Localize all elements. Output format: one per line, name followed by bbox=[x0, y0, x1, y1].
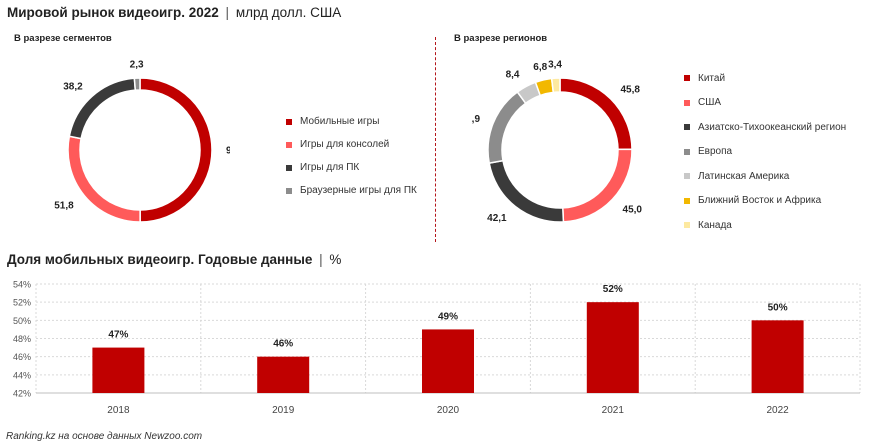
y-tick-label: 46% bbox=[13, 352, 31, 362]
legend-swatch bbox=[684, 124, 690, 131]
bar-2019 bbox=[257, 356, 310, 393]
mobile-share-bar-chart: 42% 44% 46% 48% 50% 52% 54% 47% 2018 46% 2019 49% 20… bbox=[13, 280, 861, 416]
bar-value-label: 47% bbox=[108, 330, 128, 341]
page-title-separator: | bbox=[225, 5, 230, 20]
x-tick-label: 2020 bbox=[437, 405, 460, 416]
legend-item-китай: Китай bbox=[684, 66, 846, 91]
slice-label-канада: 3,4 bbox=[548, 60, 562, 71]
segments-subtitle: В разрезе сегментов bbox=[14, 33, 112, 44]
legend-label: Ближний Восток и Африка bbox=[698, 195, 822, 207]
slice-label-европа: 32,9 bbox=[472, 114, 480, 125]
legend-item-сша: США bbox=[684, 91, 846, 116]
legend-swatch bbox=[286, 164, 292, 171]
legend-swatch bbox=[684, 99, 690, 106]
slice-label-латинская-америка: 8,4 bbox=[506, 70, 520, 81]
slice-label-игры-для-консолей: 51,8 bbox=[54, 200, 74, 211]
regions-subtitle: В разрезе регионов bbox=[454, 33, 548, 44]
segments-donut-chart: 92,2 51,8 38,2 2,3 bbox=[54, 60, 230, 223]
bar-value-label: 50% bbox=[768, 302, 788, 313]
legend-label: Канада bbox=[698, 219, 732, 231]
legend-swatch bbox=[286, 118, 292, 125]
slice-европа bbox=[487, 90, 527, 165]
legend-swatch bbox=[684, 173, 690, 180]
slice-браузерные-игры-для-пк bbox=[133, 77, 141, 91]
source-note: Ranking.kz на основе данных Newzoo.com bbox=[6, 431, 203, 442]
legend-swatch bbox=[684, 148, 690, 155]
legend-item-латинская-америка: Латинская Америка bbox=[684, 164, 846, 189]
legend-swatch bbox=[286, 141, 292, 148]
slice-игры-для-консолей bbox=[67, 135, 141, 223]
y-tick-label: 44% bbox=[13, 370, 31, 380]
y-tick-label: 54% bbox=[13, 280, 31, 290]
bar-section-title-unit: % bbox=[329, 252, 342, 267]
legend-label: Мобильные игры bbox=[300, 116, 380, 127]
legend-item-мобильные-игры: Мобильные игры bbox=[286, 110, 417, 133]
legend-swatch bbox=[684, 222, 690, 229]
legend-item-европа: Европа bbox=[684, 140, 846, 165]
slice-мобильные-игры bbox=[139, 77, 213, 223]
bar-2018 bbox=[92, 347, 145, 393]
section-divider bbox=[435, 37, 436, 242]
slice-label-сша: 45,0 bbox=[623, 205, 643, 216]
legend-label: Азиатско-Тихоокеанский регион bbox=[698, 121, 847, 133]
slice-label-игры-для-пк: 38,2 bbox=[63, 81, 83, 92]
legend-label: Китай bbox=[698, 72, 726, 84]
legend-label: Европа bbox=[698, 146, 733, 158]
legend-item-азиатско-тихоокеанский-регион: Азиатско-Тихоокеанский регион bbox=[684, 115, 846, 140]
bar-2020 bbox=[422, 329, 474, 393]
page-title-unit: млрд долл. США bbox=[235, 5, 342, 20]
legend-swatch bbox=[286, 187, 292, 194]
bar-2022 bbox=[751, 320, 804, 393]
page-title-main: Мировой рынок видеоигр. 2022 bbox=[7, 5, 219, 20]
x-tick-label: 2022 bbox=[766, 405, 789, 416]
legend-swatch bbox=[684, 75, 690, 82]
bar-value-label: 52% bbox=[603, 284, 623, 295]
slice-label-азиатско-тихоокеанский-регион: 42,1 bbox=[487, 213, 507, 224]
page-title: Мировой рынок видеоигр. 2022 | млрд долл… bbox=[7, 5, 341, 20]
legend-label: Браузерные игры для ПК bbox=[300, 185, 417, 196]
legend-swatch bbox=[684, 197, 690, 204]
bar-value-label: 49% bbox=[438, 311, 458, 322]
y-tick-label: 48% bbox=[13, 334, 31, 344]
bar-2021 bbox=[586, 302, 639, 393]
slice-label-китай: 45,8 bbox=[620, 84, 640, 95]
legend-label: Латинская Америка bbox=[698, 170, 790, 182]
regions-donut-chart: 45,8 45,0 42,1 32,9 8,4 6,83,4 bbox=[472, 60, 643, 224]
slice-канада bbox=[550, 77, 561, 94]
regions-legend: Китай США Азиатско-Тихоокеанский регион Евр… bbox=[684, 66, 846, 238]
x-tick-label: 2019 bbox=[272, 405, 295, 416]
legend-label: Игры для консолей bbox=[300, 139, 390, 150]
legend-label: Игры для ПК bbox=[300, 162, 360, 173]
segments-legend: Мобильные игры Игры для консолей Игры для … bbox=[286, 110, 417, 202]
y-tick-label: 42% bbox=[13, 389, 31, 399]
slice-label-браузерные-игры-для-пк: 2,3 bbox=[130, 60, 144, 71]
slice-label-мобильные-игры: 92,2 bbox=[226, 145, 230, 156]
x-tick-label: 2021 bbox=[602, 405, 625, 416]
y-tick-label: 50% bbox=[13, 316, 31, 326]
x-tick-label: 2018 bbox=[107, 405, 130, 416]
legend-item-браузерные-игры-для-пк: Браузерные игры для ПК bbox=[286, 179, 417, 202]
legend-item-игры-для-пк: Игры для ПК bbox=[286, 156, 417, 179]
legend-item-игры-для-консолей: Игры для консолей bbox=[286, 133, 417, 156]
legend-label: США bbox=[698, 97, 722, 109]
legend-item-ближний-восток-и-африка: Ближний Восток и Африка bbox=[684, 189, 846, 214]
bar-value-label: 46% bbox=[273, 339, 293, 350]
slice-label-ближний-восток-и-африка: 6,8 bbox=[533, 62, 547, 73]
legend-item-канада: Канада bbox=[684, 213, 846, 238]
y-tick-label: 52% bbox=[13, 298, 31, 308]
bar-section-title-separator: | bbox=[319, 252, 323, 267]
bar-section-title-main: Доля мобильных видеоигр. Годовые данные bbox=[7, 252, 313, 267]
bar-section-title: Доля мобильных видеоигр. Годовые данные … bbox=[7, 252, 341, 267]
